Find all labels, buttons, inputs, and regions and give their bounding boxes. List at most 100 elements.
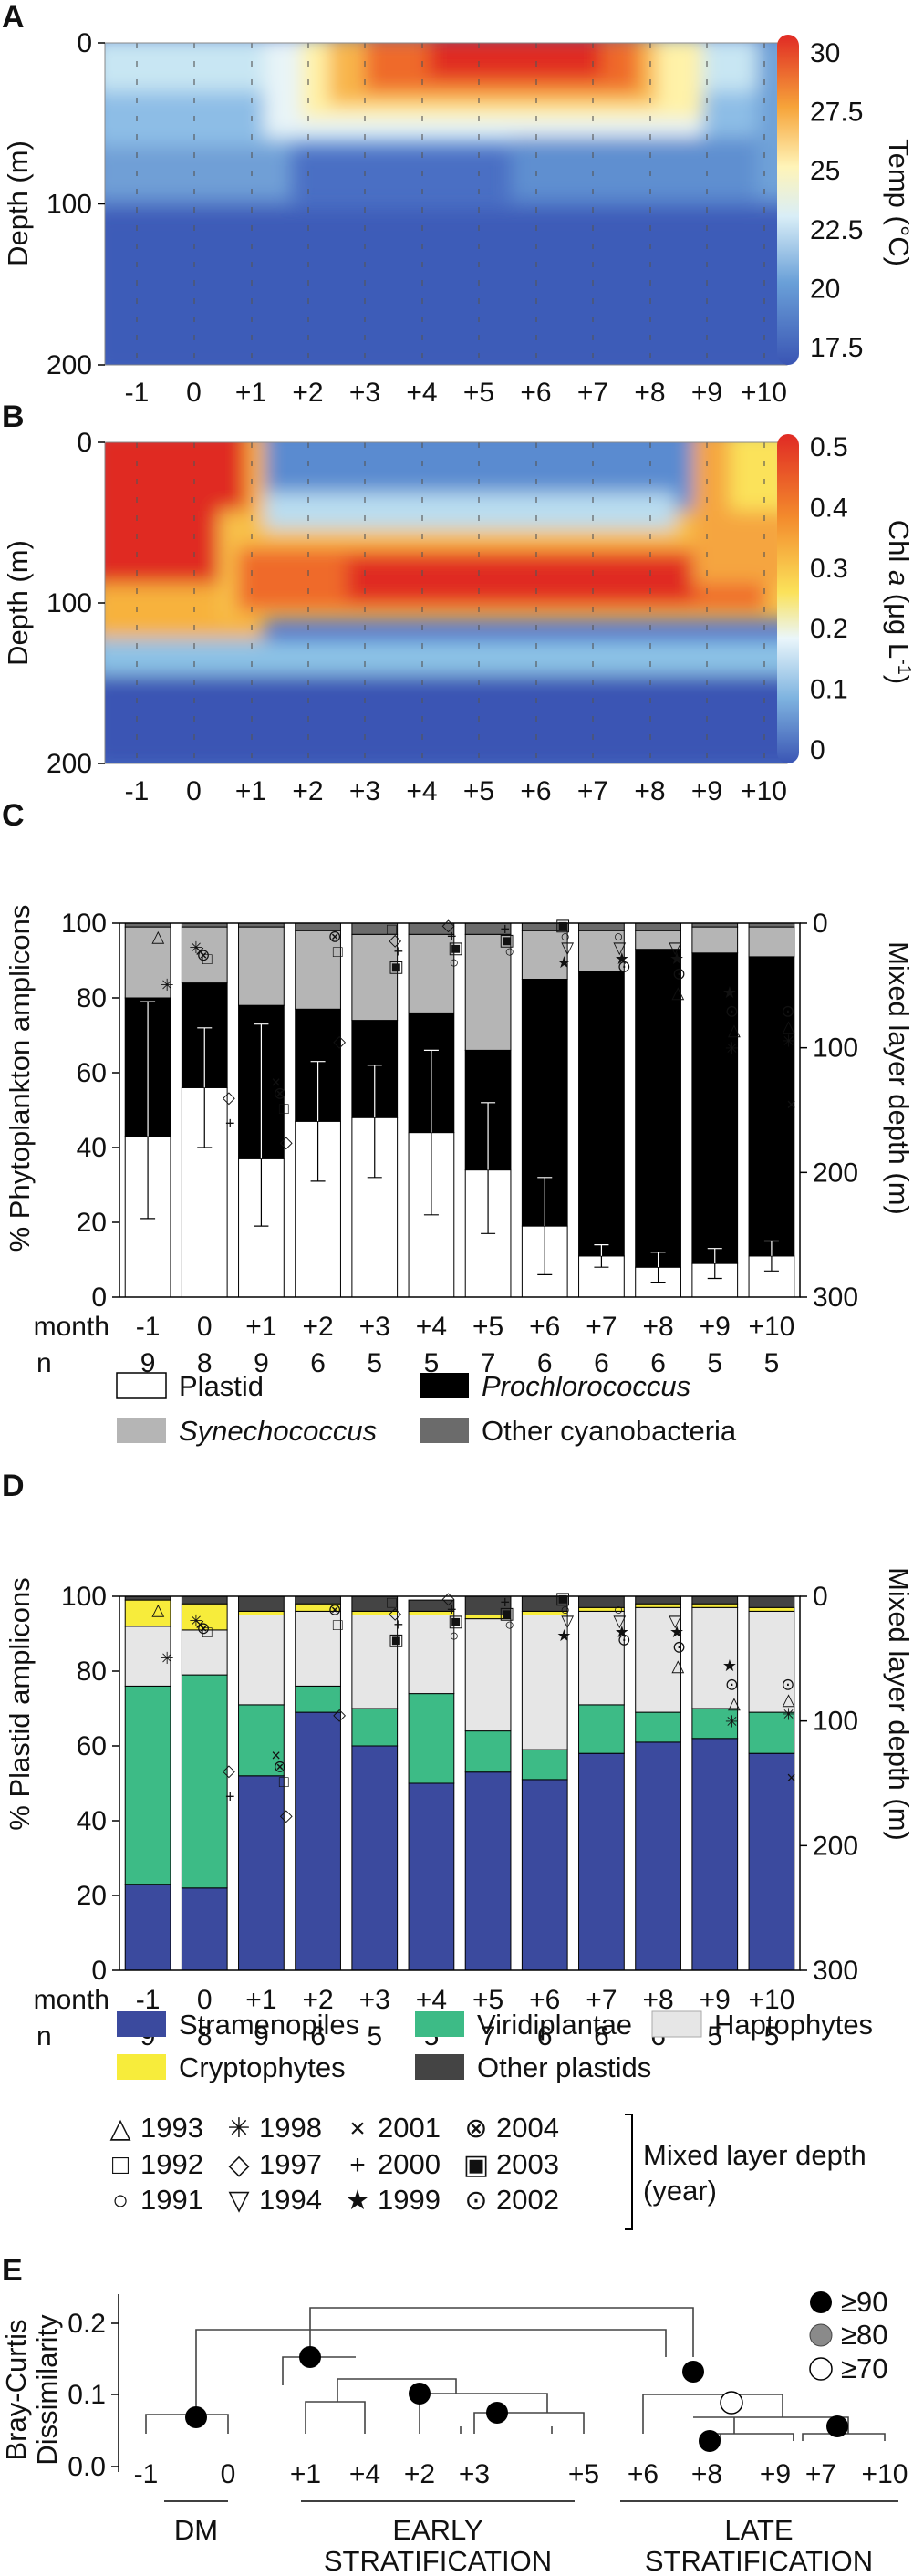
bar-stramenopiles-+1 — [238, 1775, 285, 1971]
bar-synechococcus-0 — [181, 926, 228, 984]
mld-symbol: ▽ — [561, 939, 574, 957]
mld-symbol: ⊗ — [328, 1601, 342, 1619]
bar-other-plastids-+10 — [748, 1595, 795, 1608]
branch-late-2 — [693, 2416, 849, 2434]
mld-symbol: ○ — [560, 928, 570, 946]
x-tick-label-n: 6 — [310, 1348, 326, 1378]
x-tick-label: +8 — [634, 378, 665, 408]
colorbar-tick-label: 20 — [810, 274, 840, 304]
year-symbol: ◇ — [228, 2150, 249, 2180]
legend-label-other-plastids: Other plastids — [477, 2051, 651, 2083]
branch-early-2 — [337, 2378, 457, 2402]
group-label-early: EARLY — [392, 2514, 482, 2546]
bar-stramenopiles--1 — [124, 1884, 171, 1971]
mld-symbol: ◇ — [442, 1589, 455, 1607]
x-tick-label-month: +1 — [245, 1985, 276, 2015]
x-tick-label: +9 — [691, 776, 722, 806]
legend-label-plastid: Plastid — [179, 1370, 264, 1402]
y-tick-label: 80 — [77, 1657, 107, 1687]
x-tick-label-month: +7 — [586, 1985, 617, 2015]
legend-swatch-other-plastids — [415, 2054, 464, 2080]
bar-viridiplantae-+2 — [295, 1685, 341, 1713]
bar-haptophytes-+7 — [578, 1610, 625, 1706]
x-tick-label: 0 — [186, 776, 202, 806]
x-tick-label-n: 6 — [650, 1348, 666, 1378]
bars-d — [124, 1595, 795, 1971]
y-tick-label: 100 — [61, 909, 107, 939]
mld-symbol: ○ — [449, 953, 459, 971]
mld-symbol: ◇ — [333, 1032, 346, 1050]
colorbar-temp — [777, 35, 799, 365]
branch-root — [195, 2329, 667, 2415]
legend-swatch-prochlorococcus — [420, 1373, 469, 1398]
x-tick-label-month: +5 — [472, 1985, 503, 2015]
mld-symbol: ⊗ — [196, 946, 210, 964]
x-tick-label-n: 6 — [310, 2021, 326, 2051]
y-tick-label: 200 — [47, 749, 92, 779]
mld-symbol: ◇ — [280, 1133, 293, 1151]
mld-symbol: ⊙ — [725, 1002, 739, 1021]
bars-c — [124, 922, 795, 1298]
bar-haptophytes-+5 — [464, 1618, 512, 1732]
bootstrap-legend: ≥90 ≥80 ≥70 — [809, 2286, 888, 2384]
legend-swatch-viridiplantae — [415, 2011, 464, 2037]
bar-haptophytes-+3 — [351, 1615, 399, 1709]
colorbar-tick-label: 17.5 — [810, 333, 863, 363]
legend-label-haptophytes: Haptophytes — [714, 2009, 873, 2041]
leaf-label: +5 — [568, 2459, 599, 2489]
branch-top — [309, 2307, 694, 2357]
x-tick-label-n: 6 — [537, 1348, 553, 1378]
mld-symbol: ◇ — [333, 1705, 346, 1723]
mld-symbol: + — [447, 1601, 457, 1619]
mld-symbol: ★ — [615, 950, 629, 968]
y-tick-label: 0 — [91, 1956, 107, 1986]
bar-viridiplantae--1 — [124, 1685, 171, 1885]
x-tick-label-month: +5 — [472, 1312, 503, 1342]
row-label-n: n — [36, 2021, 52, 2051]
x-tick-label-n: 6 — [537, 2021, 553, 2051]
mld-symbol: □ — [333, 942, 343, 961]
x-tick-label-month: 0 — [197, 1985, 213, 2015]
year-symbol: ▽ — [228, 2186, 249, 2216]
panel-label-a: A — [2, 0, 25, 35]
x-tick-label-n: 5 — [424, 1348, 440, 1378]
x-tick-label-n: 8 — [197, 2021, 213, 2051]
bar-other-cyanobacteria-+8 — [635, 922, 681, 931]
bar-stramenopiles-+3 — [351, 1745, 399, 1971]
leaf-label: +1 — [290, 2459, 321, 2489]
mld-symbol: + — [394, 1615, 404, 1634]
bar-other-plastids-+1 — [238, 1595, 285, 1612]
mld-symbol: ▣ — [448, 939, 463, 957]
year-label: 1998 — [259, 2112, 322, 2144]
y-tick-label: 80 — [77, 983, 107, 1013]
bar-viridiplantae-+7 — [578, 1704, 625, 1754]
bar-viridiplantae-+4 — [408, 1693, 455, 1784]
colorbar-tick-label: 22.5 — [810, 215, 863, 245]
bar-synechococcus--1 — [124, 926, 171, 999]
y-axis-b: 0 100 200 — [47, 428, 105, 779]
x-tick-label: -1 — [125, 776, 150, 806]
y-tick-label: 20 — [77, 1881, 107, 1911]
y-tick-label: 20 — [77, 1208, 107, 1238]
mixed-layer-depth-symbols-d: △✳✳×⊗□◇+×⊗□◇⊗□◇□◇+▣◇+▣○+▣○▣○▽★○▽★⊙▽★⊙△ ★⊙… — [151, 1589, 796, 1824]
x-tick-label-n: 9 — [254, 2021, 269, 2051]
node-early — [299, 2346, 321, 2368]
colorbar-tick-label: 25 — [810, 156, 840, 186]
group-label-late-strat: STRATIFICATION — [645, 2545, 873, 2576]
y-tick-label: 0 — [77, 28, 92, 58]
x-tick-label-n: 6 — [594, 1348, 609, 1378]
mld-symbol: + — [500, 919, 510, 938]
x-tick-label: +1 — [235, 378, 266, 408]
y2-axis-label-c: Mixed layer depth (m) — [883, 941, 913, 1215]
y-axis-label-e-1: Bray-Curtis — [0, 2319, 32, 2460]
x-tick-label: +1 — [235, 776, 266, 806]
y2-tick-label: 0 — [813, 909, 828, 939]
mld-symbol: △ — [151, 928, 164, 946]
bar-stramenopiles-+5 — [464, 1771, 512, 1971]
row-label-month: month — [34, 1312, 109, 1342]
y2-axis-label-d: Mixed layer depth (m) — [883, 1567, 913, 1841]
panel-label-e: E — [2, 2253, 23, 2288]
x-tick-label-month: +3 — [359, 1985, 390, 2015]
mld-symbol: ⊙ — [781, 1676, 794, 1694]
year-legend-title-2: (year) — [643, 2175, 717, 2207]
